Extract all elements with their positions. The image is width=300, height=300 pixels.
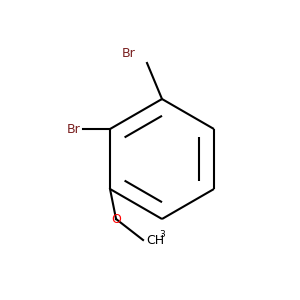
Text: Br: Br — [121, 47, 135, 60]
Text: Br: Br — [66, 122, 80, 136]
Text: O: O — [111, 212, 121, 226]
Text: CH: CH — [146, 233, 164, 247]
Text: 3: 3 — [160, 230, 165, 238]
